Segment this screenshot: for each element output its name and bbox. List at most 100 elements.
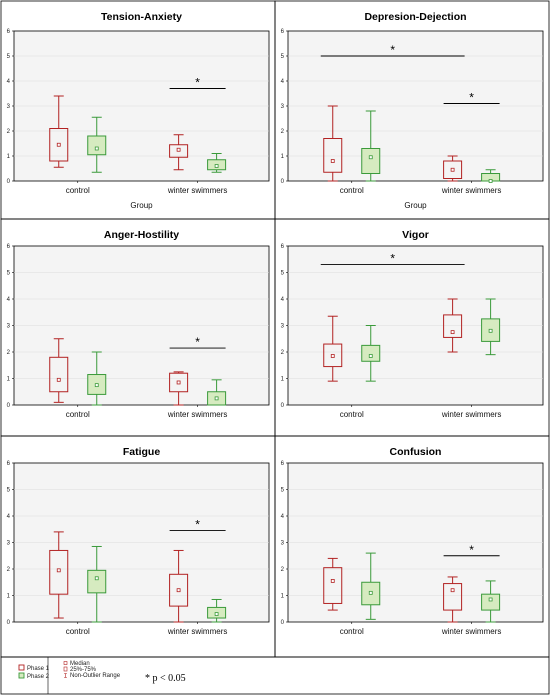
significance-star: * [195,76,200,90]
x-category-label: winter swimmers [441,186,502,195]
y-tick-label: 0 [7,620,11,626]
significance-star: * [390,43,395,57]
x-category-label: control [66,410,90,419]
chart-panel: Fatigue 0 1 2 3 4 5 6 control winter swimmers * [0,435,276,658]
x-axis-label: Group [130,201,153,210]
iqr-box [361,148,381,174]
median-marker [176,588,181,593]
box-phase1 [443,155,463,182]
x-category-label: winter swimmers [167,627,228,636]
x-category-label: control [340,186,364,195]
y-tick-label: 5 [281,54,285,60]
median-marker [56,142,61,147]
x-category-label: control [66,627,90,636]
significance-note: * p < 0.05 [145,673,186,684]
box-phase1 [49,338,69,403]
y-tick-label: 1 [7,377,11,383]
median-marker [94,383,99,388]
box-phase2 [87,545,107,623]
phase1-legend-item: Phase 1 [18,664,50,672]
box-phase1 [49,95,69,168]
median-label: Median [70,661,90,667]
box-phase1 [443,298,463,353]
median-marker [368,354,373,358]
y-tick-label: 4 [281,514,285,520]
y-tick-label: 5 [7,54,11,60]
box-phase1 [323,105,343,182]
y-tick-label: 0 [7,403,11,409]
phase1-label: Phase 1 [27,666,50,672]
box-phase2 [481,298,501,356]
significance-star: * [195,335,200,349]
chart-panel: Anger-Hostility 0 1 2 3 4 5 6 control winter swim… [0,218,276,437]
y-tick-label: 6 [281,461,285,467]
box-phase2 [207,598,227,623]
chart-title: Depresion-Dejection [364,11,466,23]
y-tick-label: 0 [281,179,285,185]
x-axis-label: Group [404,201,427,210]
median-marker [214,612,219,616]
y-tick-label: 4 [281,297,285,303]
y-tick-label: 1 [7,594,11,600]
significance-star: * [195,518,200,532]
y-tick-label: 1 [281,154,285,160]
y-tick-label: 2 [7,567,11,573]
median-marker [330,354,335,358]
y-tick-label: 4 [281,79,285,85]
x-category-label: winter swimmers [167,410,228,419]
box-phase2 [481,580,501,623]
box-phase1 [323,315,343,382]
chart-title: Confusion [390,446,442,458]
y-tick-label: 6 [281,29,285,35]
box-phase2 [87,351,107,406]
chart-panel: Depresion-Dejection 0 1 2 3 4 5 6 control winter … [274,0,550,220]
y-tick-label: 3 [281,104,285,110]
range-label: Non-Outlier Range [70,673,121,679]
y-tick-label: 3 [7,324,11,330]
y-tick-label: 4 [7,514,11,520]
median-marker [94,146,99,151]
box-phase1 [169,134,189,171]
iqr-box [443,314,463,338]
median-marker [450,167,455,172]
iqr-box [49,128,69,162]
median-marker [368,590,373,595]
significance-star: * [469,91,474,105]
y-tick-label: 2 [281,567,285,573]
box-phase2 [207,153,227,173]
y-tick-label: 4 [7,79,11,85]
median-marker [214,396,219,401]
median-marker [450,588,455,593]
box-phase2 [361,110,381,182]
iqr-box [49,356,69,393]
median-marker [56,377,61,382]
iqr-box [323,567,343,604]
median-marker [94,576,99,581]
iqr-box [361,344,381,362]
y-tick-label: 0 [281,620,285,626]
phase2-swatch [18,672,25,679]
median-marker [488,328,493,333]
significance-star: * [469,543,474,557]
y-tick-label: 0 [281,403,285,409]
y-tick-label: 0 [7,179,11,185]
y-tick-label: 3 [281,324,285,330]
median-marker [368,155,373,160]
box-phase2 [207,379,227,406]
y-tick-label: 5 [7,271,11,277]
y-tick-label: 5 [7,488,11,494]
y-tick-label: 3 [7,104,11,110]
iqr-symbol [63,666,68,672]
y-tick-label: 5 [281,271,285,277]
phase2-label: Phase 2 [27,674,50,680]
iqr-box [169,573,189,607]
range-symbol [64,673,67,678]
box-phase2 [361,325,381,382]
range-legend-item: Non-Outlier Range [64,673,121,679]
x-category-label: winter swimmers [441,410,502,419]
box-phase2 [481,169,501,183]
median-marker [488,597,493,602]
median-marker [214,164,219,168]
y-tick-label: 3 [281,541,285,547]
